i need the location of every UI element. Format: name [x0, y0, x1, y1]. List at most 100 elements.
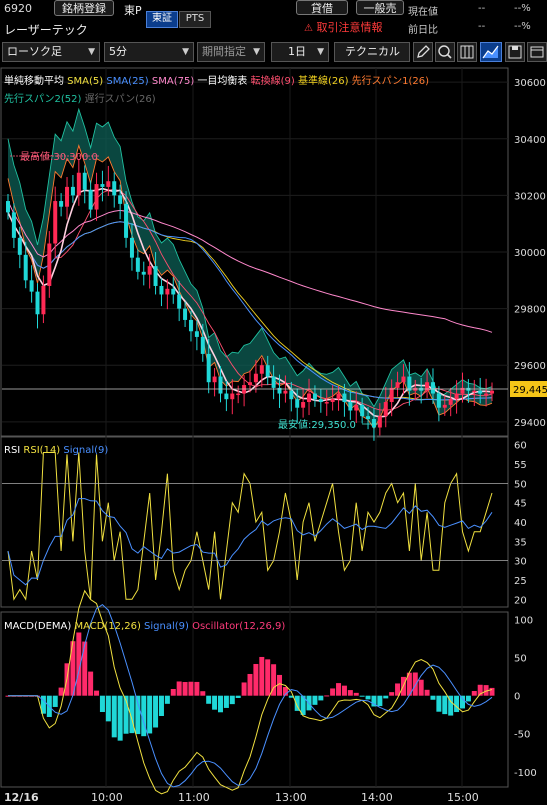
oscillator-bar	[454, 695, 460, 713]
mountain-chart-icon[interactable]	[480, 42, 502, 62]
oscillator-bar	[99, 695, 105, 713]
oscillator-bar	[489, 687, 495, 696]
interval-select[interactable]: 5分 ▼	[104, 42, 194, 62]
candle	[194, 320, 199, 351]
save-icon[interactable]	[505, 42, 525, 62]
candle	[41, 275, 46, 324]
candle	[171, 277, 176, 304]
candle	[460, 372, 465, 403]
sma75-line	[7, 200, 493, 333]
zoom-icon[interactable]	[435, 42, 455, 62]
watch-register-button[interactable]: 銘柄登録	[54, 0, 114, 16]
oscillator-bar	[253, 663, 259, 696]
rsi-tick-label: 55	[514, 460, 527, 471]
oscillator-bar	[282, 687, 288, 696]
high-marker: 最高値:30,300.0	[10, 150, 100, 163]
candle	[265, 355, 270, 385]
candle	[383, 387, 388, 428]
candle	[147, 253, 152, 289]
oscillator-bar	[135, 695, 141, 735]
oscillator-bar	[430, 695, 436, 700]
oscillator-bar	[52, 695, 58, 707]
legend-item: RSI(14)	[20, 445, 60, 456]
chart-area[interactable]: 3060030400302003000029800296002940010:00…	[0, 64, 547, 805]
current-price-tag	[510, 381, 547, 397]
oscillator-bar	[265, 659, 271, 696]
candle	[118, 184, 123, 220]
macd-tick-label: 100	[514, 616, 533, 627]
candle	[59, 193, 64, 217]
candle	[342, 383, 347, 417]
oscillator-bar	[259, 656, 265, 696]
candle	[35, 283, 40, 329]
stock-name: レーザーテック	[4, 23, 88, 37]
tab-tse[interactable]: 東証	[146, 11, 178, 28]
price-tick-label: 29600	[514, 361, 546, 372]
legend-item: Signal(9)	[141, 621, 189, 632]
oscillator-bar	[347, 690, 353, 696]
candle	[336, 385, 341, 411]
candle	[153, 252, 158, 295]
legend-item: 先行スパン2(52)	[4, 92, 81, 105]
oscillator-bar	[229, 695, 235, 705]
oscillator-bar	[170, 688, 176, 696]
candle	[129, 223, 134, 271]
oscillator-bar	[424, 689, 430, 696]
market-label: 東P	[124, 4, 142, 17]
rsi-line	[7, 452, 493, 601]
candle	[407, 362, 412, 406]
legend-item: 基準線(26)	[295, 74, 349, 87]
prev-diff-pct: --%	[514, 21, 531, 32]
oscillator-bar	[164, 695, 170, 704]
technical-button[interactable]: テクニカル	[334, 42, 410, 62]
chevron-down-icon: ▼	[317, 47, 324, 57]
legend-item: Signal(9)	[60, 445, 108, 456]
oscillator-bar	[406, 672, 412, 696]
oscillator-bar	[105, 695, 111, 722]
grid-icon[interactable]	[457, 42, 477, 62]
oscillator-bar	[70, 641, 76, 696]
period-select[interactable]: 期間指定 ▼	[197, 42, 265, 62]
rsi-legend: RSI RSI(14) Signal(9)	[4, 445, 108, 456]
candle	[442, 395, 447, 416]
legend-item: 転換線(9)	[247, 74, 294, 87]
candle	[307, 378, 312, 416]
chart-type-value: ローソク足	[7, 45, 62, 58]
candle	[425, 370, 430, 399]
tab-pts[interactable]: PTS	[179, 11, 211, 28]
candle	[135, 249, 140, 280]
time-tick-label: 15:00	[447, 791, 479, 804]
oscillator-bar	[341, 685, 347, 696]
window-icon[interactable]	[527, 42, 547, 62]
legend-item: MACD(DEMA)	[4, 621, 71, 632]
stock-code: 6920	[4, 2, 32, 15]
candle	[183, 301, 188, 328]
current-price-pct: --%	[514, 3, 531, 14]
candle	[289, 381, 294, 412]
candle	[100, 170, 105, 202]
general-sell-button[interactable]: 一般売	[356, 0, 404, 15]
oscillator-bar	[88, 671, 94, 696]
candle	[490, 382, 494, 402]
period-value: 期間指定	[202, 45, 246, 58]
span-select[interactable]: 1日 ▼	[271, 42, 329, 62]
warning-link[interactable]: ⚠ 取引注意情報	[304, 19, 382, 35]
chart-type-select[interactable]: ローソク足 ▼	[2, 42, 100, 62]
current-price-tag-text: 29,445	[513, 385, 547, 396]
oscillator-bar	[182, 682, 188, 696]
ichimoku-cloud	[8, 109, 492, 429]
candle	[366, 407, 371, 430]
candle	[112, 172, 117, 208]
legend-item: RSI	[4, 445, 20, 456]
oscillator-bar	[241, 682, 247, 696]
oscillator-bar	[200, 691, 206, 696]
candle	[70, 175, 75, 203]
oscillator-bar	[94, 690, 100, 696]
rsi-signal-line	[7, 498, 493, 586]
macd-legend: MACD(DEMA) MACD(12,26) Signal(9) Oscilla…	[4, 621, 285, 632]
oscillator-bar	[377, 695, 383, 707]
pencil-icon[interactable]	[413, 42, 433, 62]
oscillator-bar	[389, 692, 395, 696]
oscillator-bar	[111, 695, 117, 738]
lending-button[interactable]: 貸借	[296, 0, 348, 15]
